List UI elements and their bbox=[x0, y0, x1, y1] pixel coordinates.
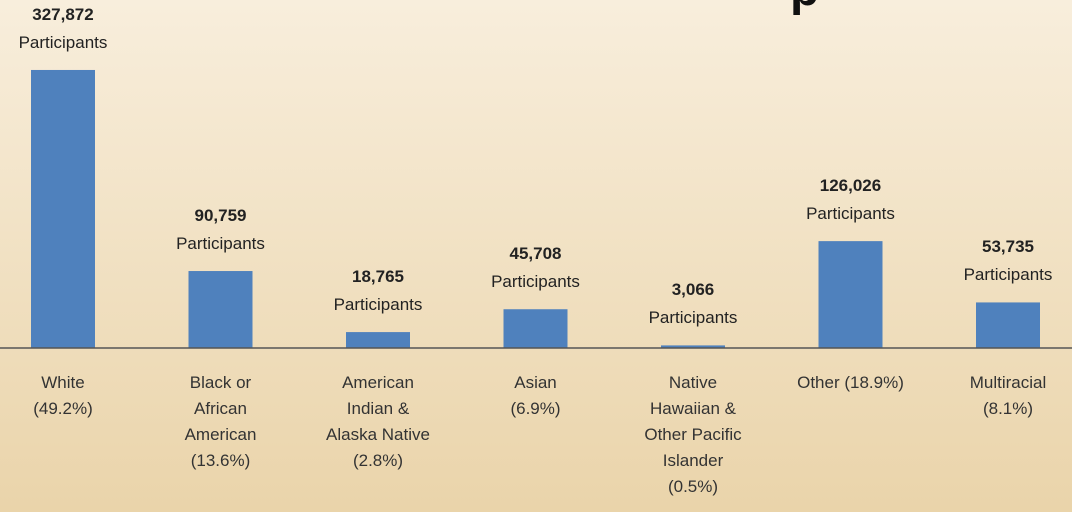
bar bbox=[976, 302, 1040, 348]
bar bbox=[31, 69, 95, 349]
bar bbox=[503, 309, 568, 348]
value-label: 90,759 bbox=[194, 206, 247, 226]
value-label: 18,765 bbox=[352, 267, 404, 287]
value-label-suffix: Participants bbox=[176, 234, 265, 254]
bar bbox=[661, 345, 725, 348]
value-label: 126,026 bbox=[819, 176, 882, 196]
value-label-suffix: Participants bbox=[18, 32, 108, 52]
bar bbox=[188, 271, 253, 348]
bar bbox=[818, 241, 883, 348]
value-label: 45,708 bbox=[509, 244, 562, 264]
value-label-suffix: Participants bbox=[333, 295, 423, 315]
value-label: 327,872 bbox=[32, 4, 94, 24]
value-label-suffix: Participants bbox=[491, 272, 580, 292]
x-tick-label: American Indian & Alaska Native (2.8%) bbox=[326, 373, 430, 470]
value-label: 53,735 bbox=[982, 237, 1034, 257]
x-tick-label: Asian (6.9%) bbox=[510, 373, 561, 418]
x-tick-label: Native Hawaiian & Other Pacific Islander… bbox=[644, 373, 742, 496]
bar bbox=[346, 332, 410, 348]
value-label-suffix: Participants bbox=[963, 265, 1053, 285]
x-tick-label: Multiracial (8.1%) bbox=[969, 373, 1047, 418]
chart-title: p bbox=[790, 0, 819, 17]
value-label-suffix: Participants bbox=[648, 308, 738, 328]
x-tick-label: Other (18.9%) bbox=[797, 373, 904, 392]
value-label-suffix: Participants bbox=[806, 204, 895, 224]
x-tick-label: Black or African American (13.6%) bbox=[184, 373, 257, 470]
x-tick-label: White (49.2%) bbox=[33, 373, 93, 418]
value-label: 3,066 bbox=[671, 280, 715, 300]
